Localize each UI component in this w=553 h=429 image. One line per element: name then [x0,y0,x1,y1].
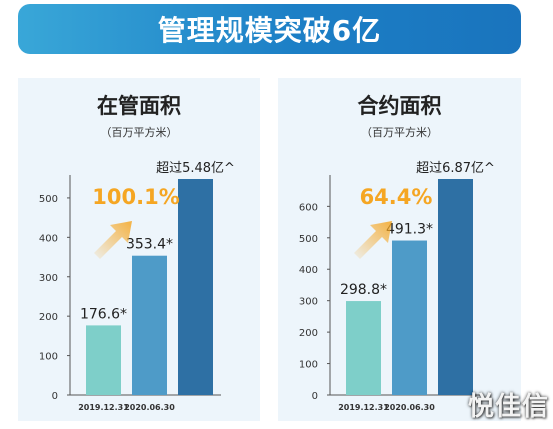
growth-label: 100.1% [92,185,179,209]
y-tick-label: 100 [299,360,318,371]
x-category-label: 2020.06.30 [124,403,175,412]
bar [178,179,213,395]
y-tick-label: 100 [39,352,58,363]
y-tick-label: 200 [39,312,58,323]
data-label: 298.8* [340,282,387,298]
chart-title: 在管面积 [97,94,181,118]
y-tick-label: 0 [312,391,318,402]
bar-chart-contracted-area: 0 100 200 300 400 500 600 298.8* 2019.12.31 491.3… [299,161,495,412]
y-tick-label: 400 [299,265,318,276]
y-tick-label: 600 [299,202,318,213]
bar [438,179,473,395]
bar [346,301,381,395]
bar-chart-managed-area: 0 100 200 300 400 500 176.6* 2019.12.31 353.4* 20… [39,161,235,412]
x-category-label: 2019.12.31 [338,403,389,412]
y-tick-label: 200 [299,328,318,339]
x-category-label: 2020.06.30 [384,403,435,412]
data-label: 491.3* [386,222,433,238]
chart-unit: （百万平方米） [361,126,438,139]
chart-panel-managed-area: 在管面积 （百万平方米） 0 100 200 300 400 500 176.6* 2019.… [18,78,260,421]
page-banner: 管理规模突破6亿 [18,4,521,54]
x-category-label: 2019.12.31 [78,403,129,412]
banner-title: 管理规模突破6亿 [157,14,382,47]
watermark: 悦佳信 [467,392,549,422]
bar [132,255,167,395]
bar [392,240,427,395]
data-label: 353.4* [126,237,173,253]
data-label: 超过5.48亿^ [156,161,235,176]
bar [86,325,121,395]
y-tick-label: 500 [299,234,318,245]
chart-panel-contracted-area: 合约面积 （百万平方米） 0 100 200 300 400 500 600 298.8* 20… [278,78,521,421]
growth-arrow [354,221,392,259]
y-tick-label: 500 [39,194,58,205]
y-tick-label: 0 [52,391,58,402]
chart-title: 合约面积 [357,94,442,118]
y-tick-label: 300 [39,273,58,284]
growth-arrow [94,221,132,259]
y-tick-label: 300 [299,297,318,308]
growth-label: 64.4% [360,185,433,209]
chart-unit: （百万平方米） [100,126,178,139]
data-label: 176.6* [80,306,127,322]
y-tick-label: 400 [39,233,58,244]
data-label: 超过6.87亿^ [416,161,495,176]
